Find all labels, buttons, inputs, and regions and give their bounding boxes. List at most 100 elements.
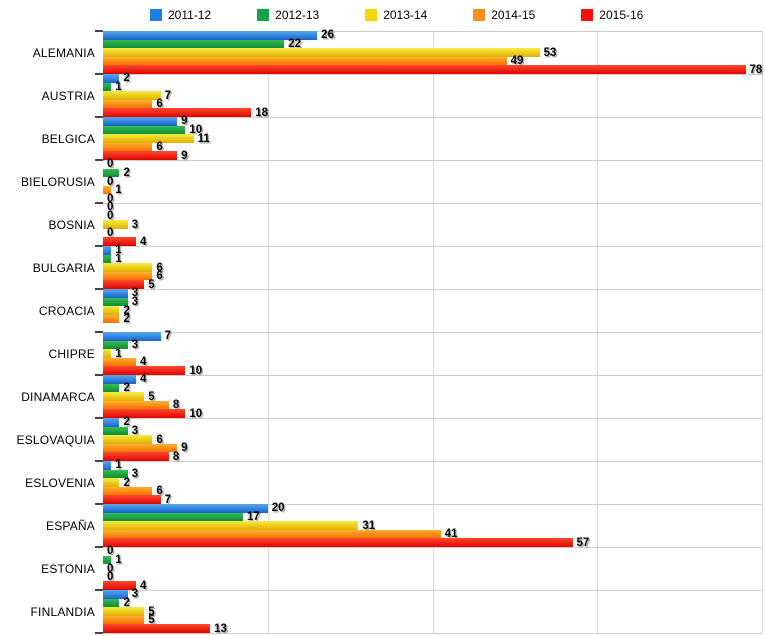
bar-belgica-2011-12 [103, 117, 178, 126]
row-separator-line [103, 418, 762, 419]
axis-tick [95, 374, 103, 376]
bar-bosnia-2013-14 [103, 220, 128, 229]
legend-label: 2012-13 [275, 8, 320, 22]
category-label-austria: AUSTRIA [41, 88, 95, 103]
bar-value-label-belgica-2015-16: 9 [181, 149, 188, 162]
bar-value-label-belgica-2011-12: 9 [181, 115, 188, 128]
axis-tick [95, 632, 103, 634]
row-separator-line [103, 504, 762, 505]
bar-espa-a-2013-14 [103, 521, 359, 530]
bar-value-label-espa-a-2014-15: 41 [444, 528, 458, 541]
bar-austria-2015-16 [103, 108, 252, 117]
bar-value-label-eslovenia-2014-15: 6 [156, 485, 163, 498]
bar-value-label-chipre-2012-13: 3 [131, 338, 139, 351]
axis-tick [95, 245, 103, 247]
bar-value-label-bielorusia-2012-13: 2 [123, 166, 130, 179]
bar-finlandia-2012-13 [103, 598, 120, 608]
axis-tick [95, 159, 103, 161]
bar-bulgaria-2011-12 [103, 246, 112, 255]
category-label-bulgaria: BULGARIA [32, 260, 95, 275]
bar-espa-a-2011-12 [103, 504, 268, 513]
bar-value-label-croacia-2011-12: 3 [131, 287, 139, 300]
bar-value-label-chipre-2015-16: 10 [189, 364, 203, 377]
bar-value-label-alemania-2012-13: 22 [288, 37, 302, 50]
legend-label: 2013-14 [383, 8, 428, 22]
bar-value-label-austria-2011-12: 2 [123, 72, 130, 85]
row-separator-line [103, 461, 762, 462]
axis-tick [95, 460, 103, 462]
bar-bulgaria-2012-13 [103, 254, 112, 264]
legend-label: 2014-15 [491, 8, 536, 22]
bar-value-label-finlandia-2015-16: 13 [214, 622, 227, 635]
category-label-croacia: CROACIA [38, 303, 95, 318]
legend-item-2013-14: 2013-14 [365, 8, 427, 22]
bar-alemania-2014-15 [103, 56, 507, 66]
legend-swatch-icon [581, 9, 594, 21]
bar-value-label-bulgaria-2011-12: 1 [115, 244, 122, 257]
bar-belgica-2014-15 [103, 142, 153, 152]
category-label-dinamarca: DINAMARCA [21, 389, 95, 404]
category-label-belgica: BELGICA [41, 131, 95, 146]
bar-espa-a-2012-13 [103, 512, 244, 522]
bar-value-label-eslovaquia-2013-14: 6 [156, 433, 163, 446]
bar-value-label-finlandia-2014-15: 5 [148, 614, 155, 627]
bar-value-label-dinamarca-2012-13: 2 [123, 381, 130, 394]
bar-value-label-belgica-2014-15: 6 [156, 141, 163, 154]
bar-value-label-bielorusia-2011-12: 0 [107, 158, 114, 171]
bar-austria-2013-14 [103, 91, 161, 100]
bar-value-label-bosnia-2013-14: 3 [131, 218, 139, 231]
bar-value-label-estonia-2015-16: 4 [139, 579, 147, 592]
bar-value-label-estonia-2014-15: 0 [107, 571, 114, 584]
bar-value-label-eslovenia-2015-16: 7 [164, 493, 172, 506]
bar-value-label-bielorusia-2015-16: 0 [107, 192, 114, 205]
bar-alemania-2011-12 [103, 31, 318, 40]
axis-tick [95, 30, 103, 32]
bar-value-label-austria-2015-16: 18 [255, 106, 269, 119]
bar-chipre-2011-12 [103, 332, 161, 341]
row-separator-line [103, 117, 762, 118]
bar-eslovaquia-2015-16 [103, 452, 169, 461]
bar-value-label-bielorusia-2014-15: 1 [115, 184, 122, 197]
legend-swatch-icon [365, 9, 378, 21]
bar-eslovenia-2011-12 [103, 461, 112, 470]
category-label-eslovenia: ESLOVENIA [25, 475, 95, 490]
category-label-estonia: ESTONIA [41, 561, 95, 576]
bar-value-label-dinamarca-2013-14: 5 [148, 390, 155, 403]
bar-bulgaria-2015-16 [103, 280, 145, 289]
bar-value-label-alemania-2014-15: 49 [510, 55, 524, 68]
row-separator-line [103, 375, 762, 376]
bar-value-label-belgica-2012-13: 10 [189, 123, 203, 136]
legend-item-2011-12: 2011-12 [150, 8, 211, 22]
bar-finlandia-2014-15 [103, 615, 145, 625]
legend-item-2014-15: 2014-15 [473, 8, 535, 22]
bar-bielorusia-2014-15 [103, 185, 112, 195]
bar-estonia-2015-16 [103, 581, 136, 590]
axis-tick [95, 331, 103, 333]
bar-austria-2014-15 [103, 99, 153, 109]
bar-austria-2012-13 [103, 82, 112, 92]
bar-chipre-2014-15 [103, 357, 136, 367]
bar-dinamarca-2012-13 [103, 383, 120, 393]
bar-espa-a-2014-15 [103, 529, 441, 539]
bar-belgica-2013-14 [103, 134, 194, 143]
bar-dinamarca-2011-12 [103, 375, 136, 384]
bar-value-label-estonia-2012-13: 1 [115, 553, 122, 566]
bar-alemania-2013-14 [103, 48, 540, 57]
bar-value-label-eslovenia-2011-12: 1 [115, 459, 122, 472]
bar-value-label-bulgaria-2013-14: 6 [156, 261, 163, 274]
bar-value-label-alemania-2011-12: 26 [321, 29, 334, 42]
bar-value-label-bielorusia-2013-14: 0 [107, 175, 114, 188]
bar-value-label-eslovaquia-2014-15: 9 [181, 442, 188, 455]
bar-finlandia-2013-14 [103, 607, 145, 616]
bar-value-label-espa-a-2011-12: 20 [271, 502, 285, 515]
bar-value-label-eslovenia-2013-14: 2 [123, 476, 130, 489]
legend-swatch-icon [257, 9, 270, 21]
legend-item-2015-16: 2015-16 [581, 8, 643, 22]
category-label-bielorusia: BIELORUSIA [20, 174, 95, 189]
row-separator-line [103, 590, 762, 591]
bar-value-label-eslovaquia-2011-12: 2 [123, 416, 130, 429]
bar-eslovenia-2015-16 [103, 495, 161, 504]
bar-value-label-bosnia-2012-13: 0 [107, 209, 114, 222]
bar-value-label-finlandia-2012-13: 2 [123, 596, 130, 609]
